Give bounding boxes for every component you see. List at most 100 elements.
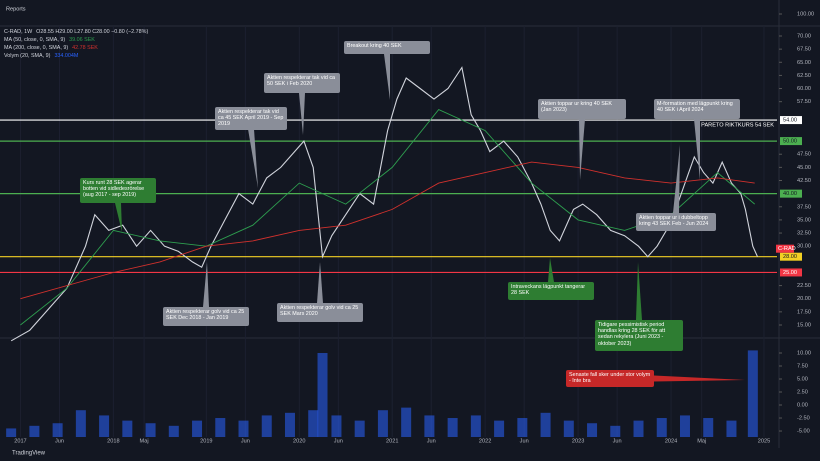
y-tick-label: 17.50	[797, 309, 811, 315]
annotation: Breakout kring 40 SEK	[344, 41, 430, 54]
volume-tick-label: -5.00	[797, 429, 810, 435]
annotation-pointer	[384, 54, 390, 100]
volume-bar	[610, 425, 621, 437]
volume-bar	[470, 415, 481, 437]
y-tick-label: 45.00	[797, 165, 811, 171]
annotation: Aktien respekterar tak vid ca 50 SEK i F…	[264, 73, 340, 93]
y-tick-label: 70.00	[797, 33, 811, 39]
volume-bar	[401, 407, 412, 437]
level-tag	[780, 268, 802, 277]
y-tick-label: 15.00	[797, 322, 811, 328]
annotation: M-formation med lägpunkt kring 40 SEK i …	[654, 99, 740, 119]
volume-bar	[317, 353, 328, 437]
y-tick-label: 57.50	[797, 99, 811, 105]
volume-bar	[284, 412, 295, 437]
volume-tick-label: 0.00	[797, 402, 808, 408]
legend-value: O28.55 H29.00 L27.80 C28.00 −0.80 (−2.78…	[36, 29, 149, 35]
legend-value: 42.78 SEK	[72, 45, 98, 51]
volume-tick-label: -2.50	[797, 416, 810, 422]
annotation-pointer	[115, 203, 122, 232]
volume-bar	[747, 350, 758, 437]
x-tick-label: Jun	[520, 438, 529, 444]
y-tick-label: 32.50	[797, 231, 811, 237]
level-label: 28.00	[783, 254, 797, 260]
annotation-pointer	[203, 262, 209, 307]
annotation-pointer	[317, 262, 323, 303]
volume-tick-label: 5.00	[797, 376, 808, 382]
x-tick-label: Jun	[613, 438, 622, 444]
annotation: Senaste fall sker under stor volym - Int…	[566, 370, 654, 387]
volume-bar	[563, 420, 574, 437]
level-tag	[780, 189, 802, 198]
annotation-pointer	[248, 129, 258, 188]
reports-tick-label: 100.00	[797, 11, 814, 17]
y-tick-label: 30.00	[797, 244, 811, 250]
x-tick-label: 2017	[14, 438, 26, 444]
series-line	[20, 161, 755, 300]
x-tick-label: Maj	[697, 438, 706, 444]
symbol-label: C-RAD	[778, 246, 796, 252]
volume-bar	[424, 415, 435, 437]
x-tick-label: 2021	[386, 438, 398, 444]
volume-bar	[679, 415, 690, 437]
level-label: 50.00	[783, 139, 797, 145]
annotation: Aktien toppar ur i dubbeltopp kring 43 S…	[636, 213, 716, 231]
level-tag	[780, 252, 802, 261]
legend-value: 39.06 SEK	[69, 37, 95, 43]
annotation-pointer	[673, 145, 680, 213]
brand: TradingView	[12, 451, 46, 457]
annotation-pointer	[694, 119, 700, 180]
volume-bar	[145, 423, 156, 437]
x-tick-label: 2019	[200, 438, 212, 444]
volume-bar	[168, 425, 179, 437]
x-tick-label: 2018	[107, 438, 119, 444]
annotation: Aktien toppar ur kring 40 SEK (Jan 2023)	[538, 99, 626, 119]
volume-bar	[377, 410, 388, 437]
volume-bar	[540, 412, 551, 437]
legend-row: C-RAD, 1W O28.55 H29.00 L27.80 C28.00 −0.…	[4, 29, 148, 35]
volume-bar	[354, 420, 365, 437]
volume-bar	[517, 418, 528, 437]
y-tick-label: 37.50	[797, 204, 811, 210]
volume-bar	[656, 418, 667, 437]
y-tick-label: 20.00	[797, 296, 811, 302]
volume-bar	[238, 420, 249, 437]
y-tick-label: 22.50	[797, 283, 811, 289]
volume-bar	[29, 425, 40, 437]
x-tick-label: 2025	[758, 438, 770, 444]
annotation: Tidigare pessimistisk period handlas kri…	[595, 320, 683, 351]
volume-bar	[52, 423, 63, 437]
annotation-pointer	[654, 375, 745, 382]
annotation: Intraveckans lägpunkt tangerar 28 SEK	[508, 282, 594, 300]
level-label: 40.00	[783, 191, 797, 197]
annotation-pointer	[548, 258, 554, 282]
y-tick-label: 42.50	[797, 178, 811, 184]
reports-title: Reports	[6, 6, 26, 12]
level-label: 54.00	[783, 118, 797, 124]
x-tick-label: Maj	[140, 438, 149, 444]
legend-row: MA (200, close, 0, SMA, 9) 42.78 SEK	[4, 45, 98, 51]
level-tag	[780, 116, 802, 125]
annotation: Aktien respekterar golv vid ca 25 SEK Ma…	[277, 303, 363, 322]
volume-tick-label: 7.50	[797, 363, 808, 369]
legend-row: MA (50, close, 0, SMA, 9) 39.06 SEK	[4, 37, 95, 43]
level-tag	[780, 137, 802, 146]
volume-bar	[215, 418, 226, 437]
x-tick-label: 2020	[293, 438, 305, 444]
y-tick-label: 60.00	[797, 86, 811, 92]
annotation: Aktien respekterar golv vid ca 25 SEK De…	[163, 307, 249, 326]
annotation: Kurs runt 28 SEK agerar botten vid sidle…	[80, 178, 156, 203]
volume-bar	[308, 410, 319, 437]
y-tick-label: 67.50	[797, 47, 811, 53]
x-tick-label: Jun	[427, 438, 436, 444]
x-tick-label: Jun	[55, 438, 64, 444]
y-tick-label: 65.00	[797, 60, 811, 66]
legend-value: 334.004M	[54, 53, 79, 59]
legend-name: MA (200, close, 0, SMA, 9)	[4, 45, 69, 51]
volume-bar	[75, 410, 86, 437]
volume-bar	[494, 420, 505, 437]
x-tick-label: Jun	[241, 438, 250, 444]
legend-name: MA (50, close, 0, SMA, 9)	[4, 37, 66, 43]
level-label: 25.00	[783, 270, 797, 276]
volume-bar	[726, 420, 737, 437]
